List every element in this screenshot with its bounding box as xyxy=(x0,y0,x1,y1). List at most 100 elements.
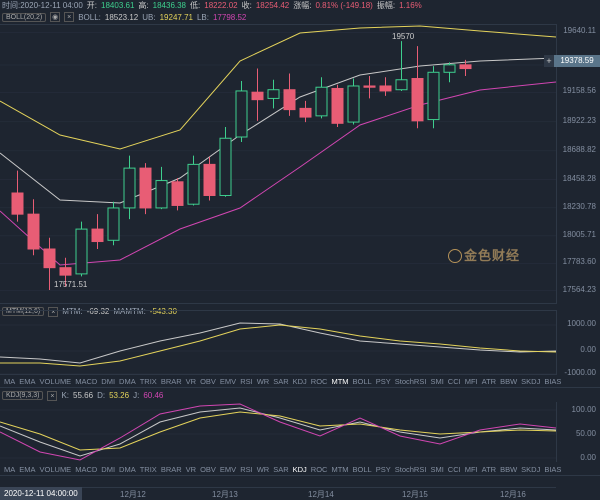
boll-lb: 17798.52 xyxy=(213,13,246,22)
cursor-timestamp: 2020-12-11 04:00:00 xyxy=(0,487,82,500)
indicator-obv[interactable]: OBV xyxy=(200,465,216,474)
indicator-mtm[interactable]: MTM xyxy=(331,377,348,386)
indicator-trix[interactable]: TRIX xyxy=(140,465,157,474)
indicator-emv[interactable]: EMV xyxy=(220,465,236,474)
indicator-mfi[interactable]: MFI xyxy=(465,377,478,386)
indicator-ma[interactable]: MA xyxy=(4,377,15,386)
y-tick: 100.00 xyxy=(572,405,596,414)
mtm-panel[interactable] xyxy=(0,310,556,375)
y-tick: 50.00 xyxy=(576,429,596,438)
indicator-trix[interactable]: TRIX xyxy=(140,377,157,386)
close-label: 收: xyxy=(242,0,252,11)
indicator-stochrsi[interactable]: StochRSI xyxy=(395,465,427,474)
kdj-panel[interactable] xyxy=(0,402,556,462)
indicator-brar[interactable]: BRAR xyxy=(161,377,182,386)
kdj-name[interactable]: KDJ(9,3,3) xyxy=(2,391,43,400)
low-label: 低: xyxy=(190,0,200,11)
indicator-picker-1[interactable]: MA EMA VOLUMEMACD DMI DMA TRIX BRAR VR OBV EMV RSI… xyxy=(0,376,600,388)
indicator-macd[interactable]: MACD xyxy=(75,377,97,386)
indicator-bias[interactable]: BIAS xyxy=(544,377,561,386)
high-val: 18436.38 xyxy=(153,1,186,10)
indicator-wr[interactable]: WR xyxy=(257,465,270,474)
indicator-dma[interactable]: DMA xyxy=(119,465,136,474)
indicator-ma[interactable]: MA xyxy=(4,465,15,474)
j-val: 60.46 xyxy=(143,391,163,400)
indicator-roc[interactable]: ROC xyxy=(311,377,328,386)
eye-icon[interactable]: ◉ xyxy=(50,12,60,22)
indicator-smi[interactable]: SMI xyxy=(430,377,443,386)
indicator-sar[interactable]: SAR xyxy=(273,465,288,474)
indicator-skdj[interactable]: SKDJ xyxy=(521,465,540,474)
indicator-bbw[interactable]: BBW xyxy=(500,377,517,386)
indicator-vr[interactable]: VR xyxy=(186,465,196,474)
boll-ub: 19247.71 xyxy=(160,13,193,22)
x-tick: 12月12 xyxy=(120,489,146,500)
indicator-volume[interactable]: VOLUME xyxy=(40,377,72,386)
amp-val: 1.16% xyxy=(399,1,422,10)
indicator-ema[interactable]: EMA xyxy=(19,377,35,386)
y-tick: 17783.60 xyxy=(563,257,596,266)
indicator-atr[interactable]: ATR xyxy=(482,465,496,474)
d-label: D: xyxy=(97,391,105,400)
indicator-dma[interactable]: DMA xyxy=(119,377,136,386)
indicator-psy[interactable]: PSY xyxy=(376,465,391,474)
boll-name[interactable]: BOLL(20,2) xyxy=(2,13,46,22)
candlestick-panel[interactable]: 19570 17571.51 金色财经 xyxy=(0,24,556,304)
indicator-kdj[interactable]: KDJ xyxy=(293,465,307,474)
indicator-smi[interactable]: SMI xyxy=(430,465,443,474)
chg-label: 涨幅: xyxy=(293,0,311,11)
x-tick: 12月15 xyxy=(402,489,428,500)
x-tick: 12月14 xyxy=(308,489,334,500)
indicator-volume[interactable]: VOLUME xyxy=(40,465,72,474)
y-tick: 18005.71 xyxy=(563,230,596,239)
indicator-rsi[interactable]: RSI xyxy=(240,465,253,474)
indicator-rsi[interactable]: RSI xyxy=(240,377,253,386)
y-tick: 0.00 xyxy=(580,345,596,354)
boll-lb-label: LB: xyxy=(197,13,209,22)
indicator-dmi[interactable]: DMI xyxy=(101,465,115,474)
high-annotation: 19570 xyxy=(392,32,414,41)
indicator-mfi[interactable]: MFI xyxy=(465,465,478,474)
low-annotation: 17571.51 xyxy=(54,280,87,289)
current-price-tag: 19378.59 xyxy=(554,55,600,67)
indicator-cci[interactable]: CCI xyxy=(448,465,461,474)
indicator-macd[interactable]: MACD xyxy=(75,465,97,474)
low-val: 18222.02 xyxy=(204,1,237,10)
indicator-mtm[interactable]: MTM xyxy=(331,465,348,474)
boll-mid-label: BOLL: xyxy=(78,13,101,22)
indicator-psy[interactable]: PSY xyxy=(376,377,391,386)
add-indicator-btn[interactable]: + xyxy=(544,55,554,67)
indicator-vr[interactable]: VR xyxy=(186,377,196,386)
y-tick: 18688.82 xyxy=(563,145,596,154)
indicator-obv[interactable]: OBV xyxy=(200,377,216,386)
indicator-sar[interactable]: SAR xyxy=(273,377,288,386)
kdj-legend: KDJ(9,3,3) × K:55.66 D:53.26 J:60.46 xyxy=(2,390,542,401)
close-icon[interactable]: × xyxy=(64,12,74,22)
indicator-bias[interactable]: BIAS xyxy=(544,465,561,474)
indicator-bbw[interactable]: BBW xyxy=(500,465,517,474)
y-tick: 19640.11 xyxy=(563,26,596,35)
kdj-axis: 100.0050.000.00 xyxy=(556,402,600,462)
indicator-dmi[interactable]: DMI xyxy=(101,377,115,386)
mtm-svg xyxy=(0,311,556,376)
indicator-ema[interactable]: EMA xyxy=(19,465,35,474)
y-tick: 17564.23 xyxy=(563,285,596,294)
indicator-roc[interactable]: ROC xyxy=(311,465,328,474)
indicator-kdj[interactable]: KDJ xyxy=(293,377,307,386)
watermark: 金色财经 xyxy=(448,245,520,264)
indicator-stochrsi[interactable]: StochRSI xyxy=(395,377,427,386)
x-tick: 12月16 xyxy=(500,489,526,500)
y-tick: 18922.23 xyxy=(563,116,596,125)
indicator-boll[interactable]: BOLL xyxy=(353,465,372,474)
indicator-boll[interactable]: BOLL xyxy=(353,377,372,386)
close-icon[interactable]: × xyxy=(47,391,57,401)
indicator-brar[interactable]: BRAR xyxy=(161,465,182,474)
indicator-skdj[interactable]: SKDJ xyxy=(521,377,540,386)
boll-mid: 18523.12 xyxy=(105,13,138,22)
indicator-cci[interactable]: CCI xyxy=(448,377,461,386)
indicator-picker-2[interactable]: MA EMA VOLUMEMACD DMI DMA TRIX BRAR VR OBV EMV RSI… xyxy=(0,464,600,476)
high-label: 高: xyxy=(138,0,148,11)
indicator-emv[interactable]: EMV xyxy=(220,377,236,386)
indicator-atr[interactable]: ATR xyxy=(482,377,496,386)
indicator-wr[interactable]: WR xyxy=(257,377,270,386)
